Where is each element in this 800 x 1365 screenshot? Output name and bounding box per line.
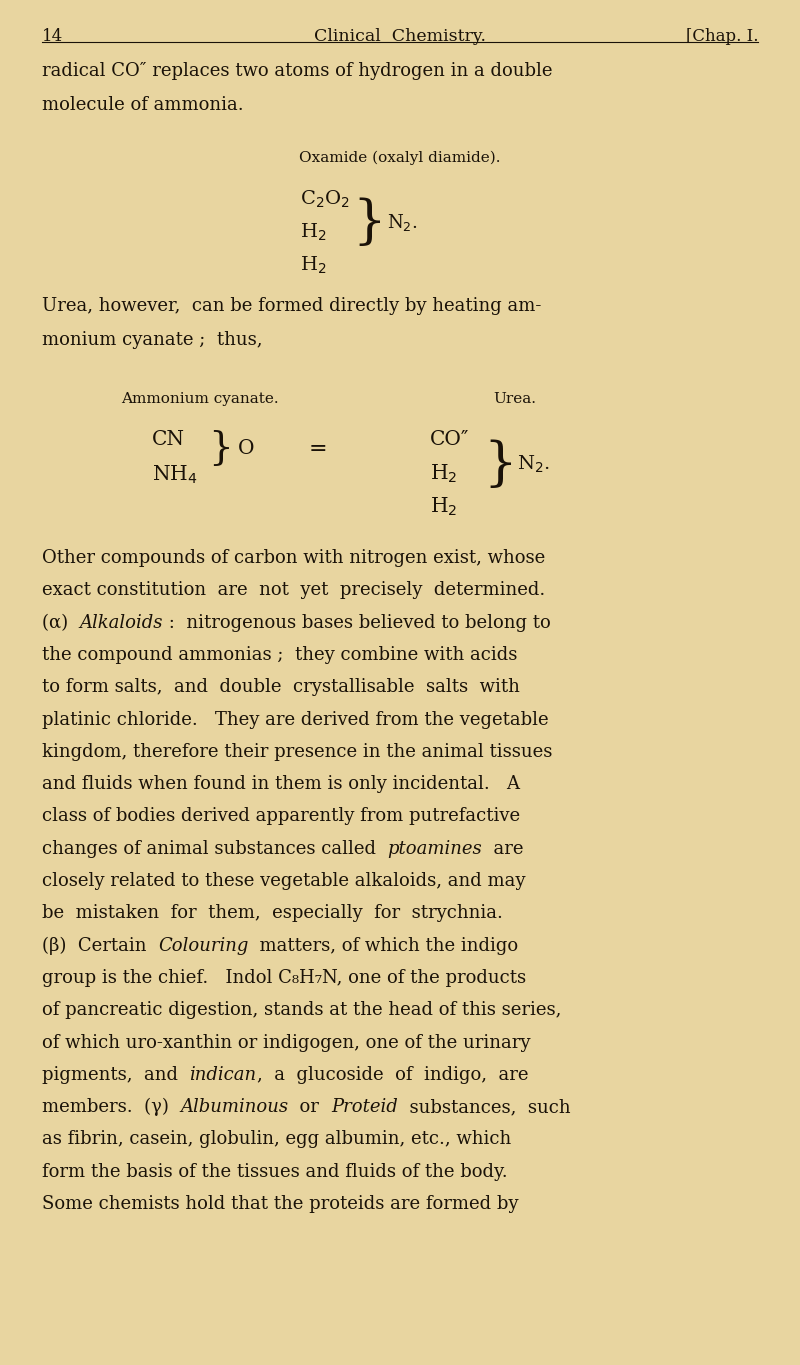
Text: Urea, however,  can be formed directly by heating am-: Urea, however, can be formed directly by… bbox=[42, 298, 542, 315]
Text: =: = bbox=[309, 438, 327, 460]
Text: molecule of ammonia.: molecule of ammonia. bbox=[42, 96, 244, 113]
Text: }: } bbox=[483, 440, 517, 490]
Text: Other compounds of carbon with nitrogen exist, whose: Other compounds of carbon with nitrogen … bbox=[42, 549, 546, 566]
Text: to form salts,  and  double  crystallisable  salts  with: to form salts, and double crystallisable… bbox=[42, 678, 520, 696]
Text: substances,  such: substances, such bbox=[398, 1097, 570, 1117]
Text: Alkaloids: Alkaloids bbox=[80, 614, 163, 632]
Text: NH$_4$: NH$_4$ bbox=[152, 464, 198, 486]
Text: Albuminous: Albuminous bbox=[180, 1097, 289, 1117]
Text: members.  (γ): members. (γ) bbox=[42, 1097, 180, 1117]
Text: C$_2$O$_2$: C$_2$O$_2$ bbox=[300, 188, 350, 210]
Text: }: } bbox=[208, 430, 233, 467]
Text: matters, of which the indigo: matters, of which the indigo bbox=[248, 936, 518, 954]
Text: closely related to these vegetable alkaloids, and may: closely related to these vegetable alkal… bbox=[42, 872, 526, 890]
Text: Proteid: Proteid bbox=[331, 1097, 398, 1117]
Text: form the basis of the tissues and fluids of the body.: form the basis of the tissues and fluids… bbox=[42, 1163, 508, 1181]
Text: kingdom, therefore their presence in the animal tissues: kingdom, therefore their presence in the… bbox=[42, 743, 552, 760]
Text: CN: CN bbox=[152, 430, 185, 449]
Text: indican: indican bbox=[190, 1066, 257, 1084]
Text: H$_2$: H$_2$ bbox=[430, 463, 458, 486]
Text: ,  a  glucoside  of  indigo,  are: , a glucoside of indigo, are bbox=[257, 1066, 528, 1084]
Text: Oxamide (oxalyl diamide).: Oxamide (oxalyl diamide). bbox=[299, 152, 501, 165]
Text: }: } bbox=[352, 197, 386, 248]
Text: changes of animal substances called: changes of animal substances called bbox=[42, 839, 387, 857]
Text: group is the chief.   Indol C₈H₇N, one of the products: group is the chief. Indol C₈H₇N, one of … bbox=[42, 969, 526, 987]
Text: exact constitution  are  not  yet  precisely  determined.: exact constitution are not yet precisely… bbox=[42, 581, 546, 599]
Text: (α): (α) bbox=[42, 614, 80, 632]
Text: the compound ammonias ;  they combine with acids: the compound ammonias ; they combine wit… bbox=[42, 646, 518, 663]
Text: N$_2$.: N$_2$. bbox=[387, 212, 418, 233]
Text: Urea.: Urea. bbox=[494, 392, 537, 405]
Text: or: or bbox=[289, 1097, 331, 1117]
Text: :  nitrogenous bases believed to belong to: : nitrogenous bases believed to belong t… bbox=[163, 614, 551, 632]
Text: as fibrin, casein, globulin, egg albumin, etc., which: as fibrin, casein, globulin, egg albumin… bbox=[42, 1130, 511, 1148]
Text: O: O bbox=[238, 440, 254, 459]
Text: pigments,  and: pigments, and bbox=[42, 1066, 190, 1084]
Text: N$_2$.: N$_2$. bbox=[517, 453, 550, 475]
Text: H$_2$: H$_2$ bbox=[300, 255, 326, 276]
Text: ptoamines: ptoamines bbox=[387, 839, 482, 857]
Text: H$_2$: H$_2$ bbox=[430, 495, 458, 519]
Text: CO″: CO″ bbox=[430, 430, 470, 449]
Text: (β)  Certain: (β) Certain bbox=[42, 936, 158, 956]
Text: be  mistaken  for  them,  especially  for  strychnia.: be mistaken for them, especially for str… bbox=[42, 904, 503, 923]
Text: of which uro-xanthin or indigogen, one of the urinary: of which uro-xanthin or indigogen, one o… bbox=[42, 1033, 530, 1051]
Text: [Chap. I.: [Chap. I. bbox=[686, 29, 758, 45]
Text: radical CO″ replaces two atoms of hydrogen in a double: radical CO″ replaces two atoms of hydrog… bbox=[42, 61, 553, 81]
Text: Some chemists hold that the proteids are formed by: Some chemists hold that the proteids are… bbox=[42, 1194, 518, 1213]
Text: platinic chloride.   They are derived from the vegetable: platinic chloride. They are derived from… bbox=[42, 711, 549, 729]
Text: Ammonium cyanate.: Ammonium cyanate. bbox=[121, 392, 279, 405]
Text: and fluids when found in them is only incidental.   A: and fluids when found in them is only in… bbox=[42, 775, 520, 793]
Text: 14: 14 bbox=[42, 29, 63, 45]
Text: monium cyanate ;  thus,: monium cyanate ; thus, bbox=[42, 330, 262, 348]
Text: Clinical  Chemistry.: Clinical Chemistry. bbox=[314, 29, 486, 45]
Text: Colouring: Colouring bbox=[158, 936, 248, 954]
Text: are: are bbox=[482, 839, 524, 857]
Text: class of bodies derived apparently from putrefactive: class of bodies derived apparently from … bbox=[42, 808, 520, 826]
Text: of pancreatic digestion, stands at the head of this series,: of pancreatic digestion, stands at the h… bbox=[42, 1001, 562, 1020]
Text: H$_2$: H$_2$ bbox=[300, 222, 326, 243]
